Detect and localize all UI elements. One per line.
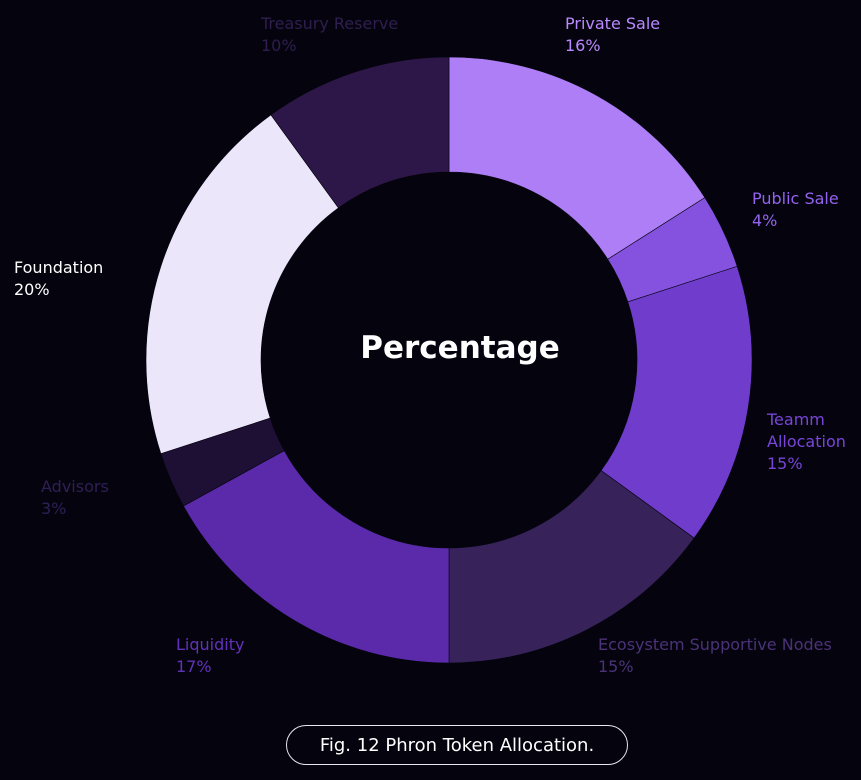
pct-advisors: 3% <box>41 499 66 518</box>
pct-liquidity: 17% <box>176 657 212 676</box>
label-teamm-allocation: Teamm Allocation <box>766 410 846 451</box>
chart-center-title: Percentage <box>360 330 559 366</box>
pct-teamm-allocation: 15% <box>767 454 803 473</box>
pct-treasury-reserve: 10% <box>261 36 297 55</box>
slice-labels: Private Sale 16% Public Sale 4% Teamm Allocat… <box>14 14 846 676</box>
slice-foundation <box>145 114 339 455</box>
pct-private-sale: 16% <box>565 36 601 55</box>
donut-slices <box>145 56 753 664</box>
label-private-sale: Private Sale <box>565 14 660 33</box>
slice-treasury-reserve <box>270 56 450 209</box>
slice-liquidity <box>183 450 450 664</box>
pct-foundation: 20% <box>14 280 50 299</box>
figure-caption: Fig. 12 Phron Token Allocation. <box>286 725 628 765</box>
label-liquidity: Liquidity <box>176 635 244 654</box>
label-ecosystem-supportive-nodes: Ecosystem Supportive Nodes <box>598 635 832 654</box>
pct-ecosystem-supportive-nodes: 15% <box>598 657 634 676</box>
label-advisors: Advisors <box>41 477 109 496</box>
pct-public-sale: 4% <box>752 211 777 230</box>
label-foundation: Foundation <box>14 258 103 277</box>
slice-private-sale <box>448 56 706 260</box>
label-public-sale: Public Sale <box>752 189 839 208</box>
token-allocation-donut-chart: Private Sale 16% Public Sale 4% Teamm Allocat… <box>14 14 846 676</box>
label-treasury-reserve: Treasury Reserve <box>260 14 398 33</box>
